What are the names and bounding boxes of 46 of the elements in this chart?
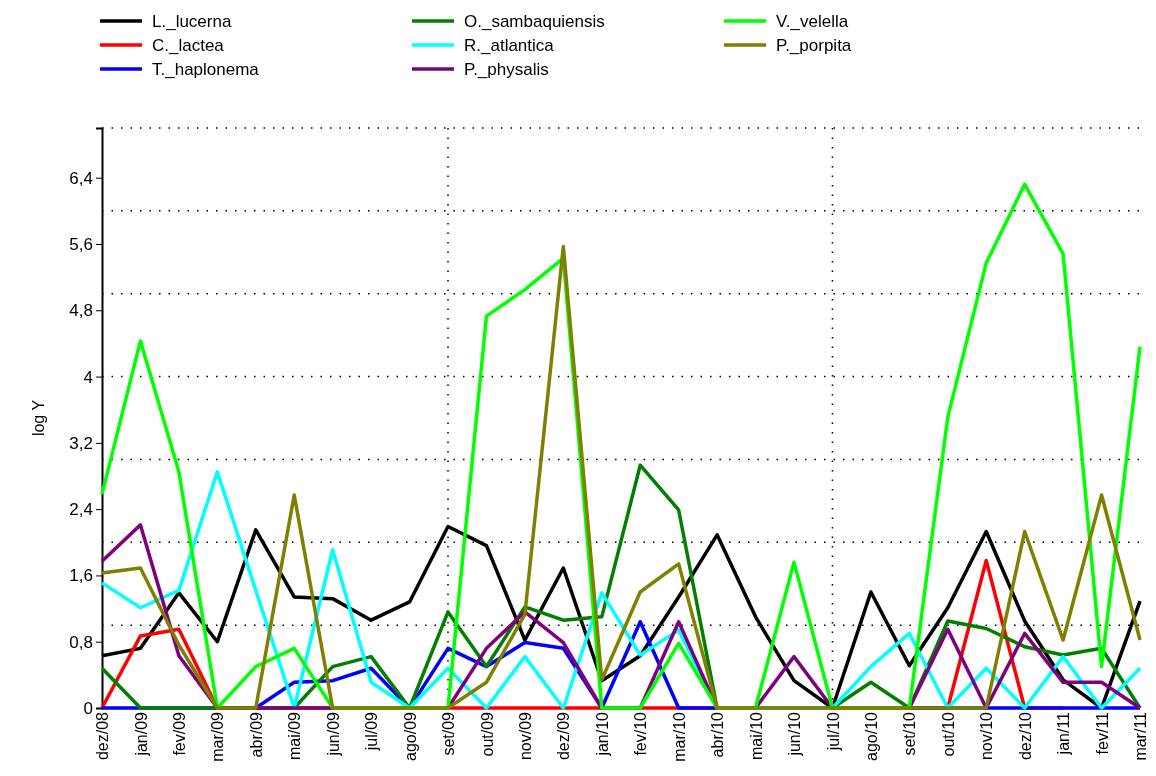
x-tick-label: dez/10 <box>1016 711 1034 761</box>
y-axis-title: log Y <box>30 399 47 437</box>
legend-label: L._lucerna <box>152 12 232 31</box>
y-tick-label: 4 <box>83 367 93 387</box>
x-tick-label: nov/10 <box>978 711 996 761</box>
x-tick-label: mar/10 <box>670 711 688 762</box>
x-tick-label: fev/11 <box>1093 711 1111 755</box>
x-tick-label: fev/09 <box>170 711 188 756</box>
x-tick-label: mar/09 <box>209 711 227 762</box>
x-tick-label: mai/09 <box>286 711 304 761</box>
x-tick-label: jun/10 <box>786 711 804 757</box>
legend-label: O._sambaquiensis <box>464 12 605 31</box>
y-tick-label: 0,8 <box>69 632 93 652</box>
x-tick-label: jul/09 <box>363 711 381 752</box>
x-tick-label: abr/09 <box>247 711 265 758</box>
y-tick-label: 2,4 <box>69 500 93 520</box>
x-tick-label: jul/10 <box>824 711 842 752</box>
y-tick-label: 1,6 <box>69 566 93 586</box>
y-tick-label: 4,8 <box>69 301 93 321</box>
legend-label: C._lactea <box>152 36 225 55</box>
x-tick-label: set/10 <box>901 711 919 756</box>
x-tick-label: dez/08 <box>94 711 112 761</box>
y-tick-label: 5,6 <box>69 234 93 254</box>
y-tick-label: 0 <box>83 698 93 718</box>
y-tick-label: 6,4 <box>69 168 93 188</box>
x-tick-label: nov/09 <box>516 711 534 761</box>
legend-label: T._haplonema <box>152 60 260 79</box>
x-tick-label: jan/10 <box>593 711 611 757</box>
legend-label: P._porpita <box>776 36 852 55</box>
x-tick-label: ago/09 <box>401 711 419 761</box>
x-tick-label: mar/11 <box>1132 711 1150 761</box>
x-tick-label: set/09 <box>440 711 458 756</box>
y-tick-label: 3,2 <box>69 433 93 453</box>
legend-label: R._atlantica <box>464 36 555 55</box>
legend-label: V._velella <box>776 12 849 31</box>
x-tick-label: mai/10 <box>747 711 765 761</box>
x-tick-label: dez/09 <box>555 711 573 761</box>
legend-label: P._physalis <box>464 60 549 79</box>
x-tick-label: out/09 <box>478 711 496 757</box>
x-tick-label: out/10 <box>939 711 957 757</box>
x-tick-label: jun/09 <box>324 711 342 757</box>
x-tick-label: ago/10 <box>862 711 880 761</box>
x-tick-label: jan/09 <box>132 711 150 757</box>
x-tick-label: fev/10 <box>632 711 650 756</box>
x-tick-label: abr/10 <box>709 711 727 758</box>
x-tick-label: jan/11 <box>1055 711 1073 756</box>
